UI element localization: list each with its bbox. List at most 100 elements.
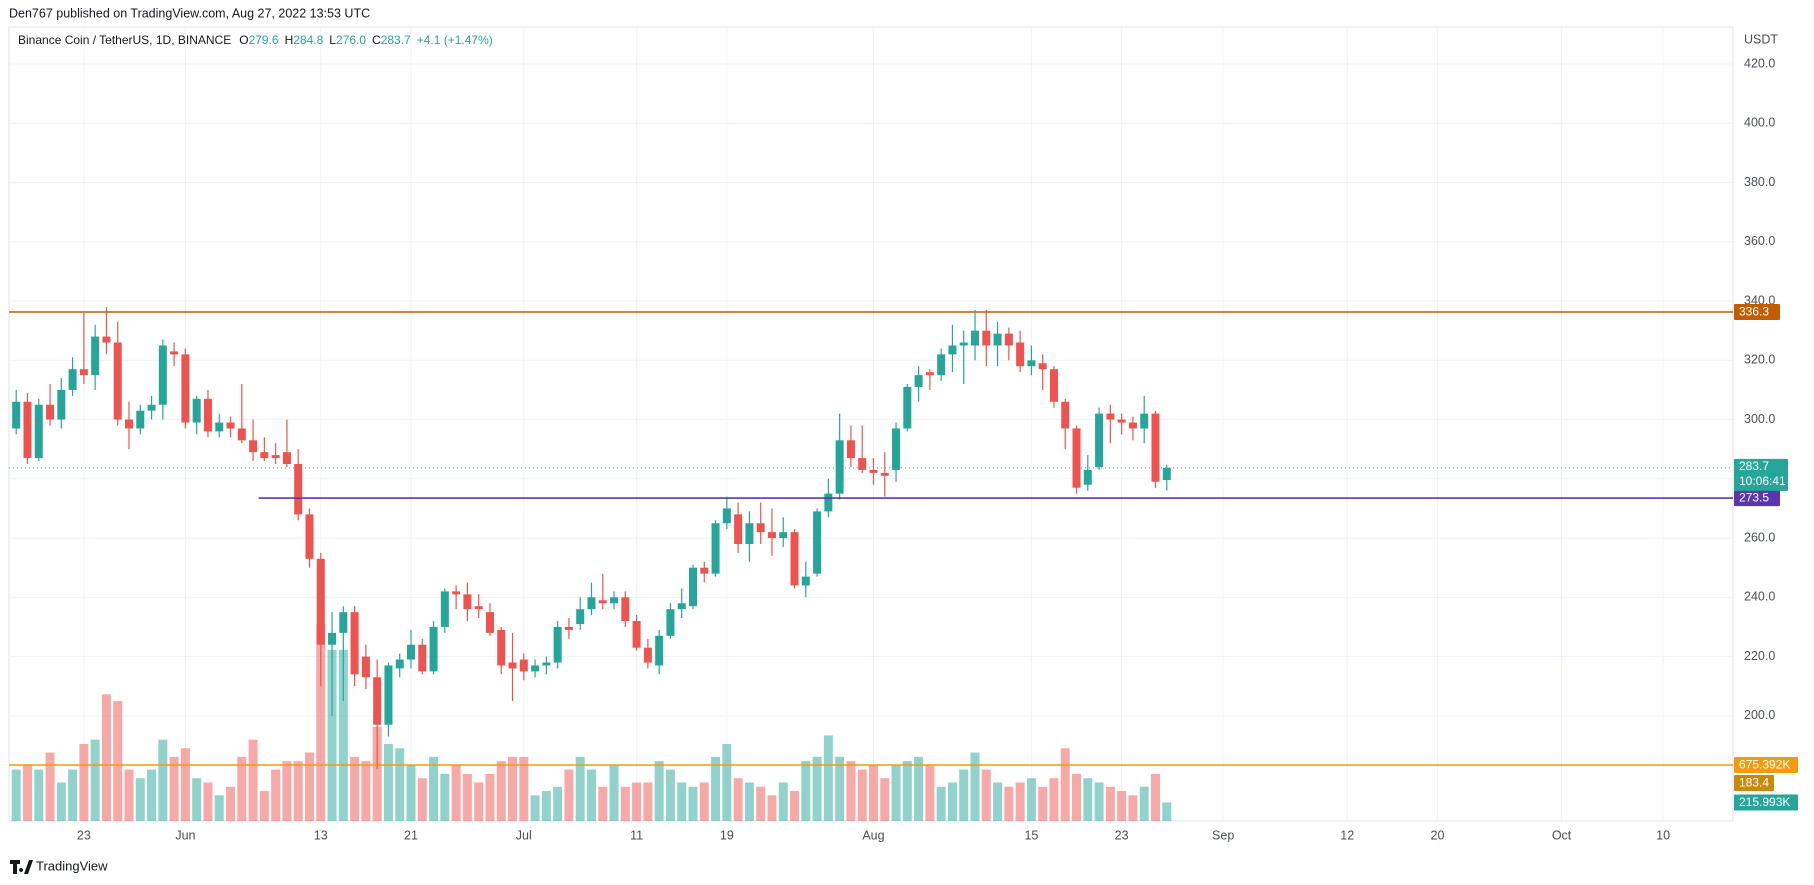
candle-body bbox=[474, 606, 483, 610]
x-tick-label: 11 bbox=[630, 828, 643, 842]
candle-body bbox=[271, 455, 280, 459]
volume-bar bbox=[474, 782, 484, 821]
candle-body bbox=[869, 469, 878, 473]
candle-body bbox=[689, 567, 697, 607]
volume-bar bbox=[665, 769, 675, 821]
candle-body bbox=[1061, 401, 1070, 429]
candle-body bbox=[328, 632, 337, 645]
candle-body bbox=[598, 600, 607, 604]
volume-bar bbox=[180, 748, 190, 821]
y-tick-label: 320.0 bbox=[1744, 353, 1775, 367]
volume-bar bbox=[417, 778, 427, 821]
volume-bar bbox=[1015, 782, 1025, 821]
candles bbox=[12, 306, 1171, 770]
candle-body bbox=[880, 472, 889, 476]
volume-bar bbox=[846, 761, 856, 821]
candle-body bbox=[147, 404, 156, 411]
grid bbox=[9, 27, 1733, 821]
candle-body bbox=[34, 404, 43, 459]
volume-bar bbox=[1060, 748, 1070, 821]
volume-bar bbox=[1162, 802, 1172, 821]
volume-bar bbox=[778, 782, 788, 821]
candle-body bbox=[170, 351, 179, 355]
candle-body bbox=[136, 410, 145, 429]
volume-bar bbox=[553, 786, 563, 821]
y-tick-label: 360.0 bbox=[1744, 234, 1775, 248]
candle-body bbox=[655, 635, 664, 666]
y-tick-label: 240.0 bbox=[1744, 590, 1775, 604]
candle-body bbox=[373, 677, 382, 725]
candle-body bbox=[102, 336, 111, 343]
candle-body bbox=[158, 345, 167, 405]
volume-bar bbox=[981, 769, 991, 821]
candle-body bbox=[813, 511, 822, 574]
volume-bar bbox=[654, 761, 664, 821]
volume-bar bbox=[462, 773, 472, 821]
candle-body bbox=[46, 404, 55, 420]
volume-bar bbox=[1004, 786, 1014, 821]
candle-body bbox=[937, 354, 946, 376]
candle-body bbox=[181, 354, 190, 423]
volume-bar bbox=[22, 765, 32, 821]
x-tick-label: 10 bbox=[1656, 828, 1670, 842]
volume-bar bbox=[733, 778, 743, 821]
volume-bar bbox=[1049, 778, 1059, 821]
candle-body bbox=[407, 644, 415, 660]
candle-body bbox=[1083, 469, 1092, 485]
candle-body bbox=[1117, 419, 1126, 423]
volume-bar bbox=[1094, 782, 1104, 821]
candle-body bbox=[801, 576, 810, 586]
volume-bar bbox=[801, 761, 811, 821]
candle-body bbox=[395, 659, 404, 669]
volume-bar bbox=[609, 765, 619, 821]
last-volume-box bbox=[1734, 794, 1798, 811]
volume-bar bbox=[959, 769, 969, 821]
candle-body bbox=[790, 532, 799, 586]
y-tick-label: 340.0 bbox=[1744, 293, 1775, 307]
volume-bar bbox=[282, 761, 292, 821]
candle-body bbox=[835, 440, 844, 494]
volume-bar bbox=[406, 765, 416, 821]
x-tick-label: 15 bbox=[1024, 828, 1038, 842]
candle-body bbox=[632, 621, 641, 648]
volume-bar bbox=[451, 765, 461, 821]
volume-bar bbox=[113, 701, 123, 821]
volume-bar bbox=[868, 765, 878, 821]
volume-bar bbox=[508, 756, 518, 821]
candle-body bbox=[294, 463, 303, 515]
volume-bar bbox=[1083, 778, 1093, 821]
candle-body bbox=[756, 523, 765, 533]
volume-bar bbox=[259, 791, 269, 821]
volume-bar bbox=[541, 791, 551, 821]
candle-body bbox=[610, 597, 619, 604]
candle-body bbox=[564, 626, 573, 630]
volume-bar bbox=[823, 735, 833, 821]
volume-bar bbox=[970, 752, 980, 821]
volume-bar bbox=[812, 756, 822, 821]
x-tick-label: 23 bbox=[1115, 828, 1129, 842]
y-tick-label: 220.0 bbox=[1744, 649, 1775, 663]
volume-bar bbox=[395, 748, 405, 821]
candle-body bbox=[508, 662, 517, 669]
header: Den767 published on TradingView.com, Aug… bbox=[9, 6, 370, 20]
volume-bar bbox=[68, 769, 78, 821]
candle-body bbox=[722, 508, 731, 524]
volume-bar bbox=[169, 756, 179, 821]
volume-bar bbox=[56, 782, 66, 821]
volume-bar bbox=[248, 739, 258, 821]
volume-bar bbox=[722, 743, 732, 821]
x-tick-label: 23 bbox=[77, 828, 91, 842]
x-tick-label: Sep bbox=[1212, 828, 1234, 842]
candle-body bbox=[1140, 413, 1149, 429]
candle-body bbox=[260, 452, 269, 459]
candle-body bbox=[542, 662, 551, 666]
volume-bar bbox=[350, 756, 360, 821]
candle-body bbox=[79, 369, 88, 376]
legend-symbol: Binance Coin / TetherUS, 1D, BINANCE bbox=[18, 33, 231, 47]
candle-body bbox=[1162, 467, 1171, 480]
volume-bar bbox=[891, 765, 901, 821]
y-axis-label: USDT bbox=[1744, 32, 1778, 46]
y-tick-label: 400.0 bbox=[1744, 116, 1775, 130]
candle-body bbox=[429, 626, 438, 672]
volume-bar bbox=[947, 782, 957, 821]
